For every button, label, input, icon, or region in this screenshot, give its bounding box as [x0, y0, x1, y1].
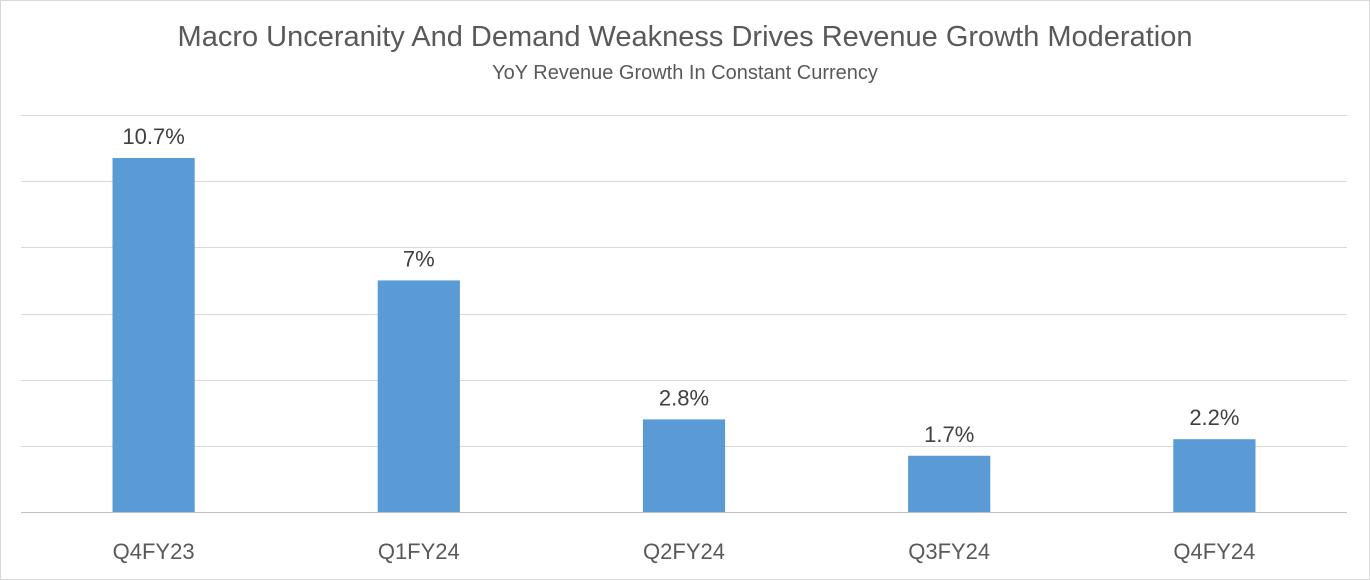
x-axis-ticks: Q4FY23 Q1FY24 Q2FY24 Q3FY24 Q4FY24	[113, 539, 1256, 564]
bar-q4fy24	[1173, 439, 1256, 512]
chart-subtitle: YoY Revenue Growth In Constant Currency	[492, 62, 878, 84]
x-tick-label: Q3FY24	[908, 539, 990, 564]
x-tick-label: Q4FY23	[113, 539, 195, 564]
bar-q3fy24	[908, 455, 991, 512]
chart-title: Macro Unceranity And Demand Weakness Dri…	[177, 21, 1193, 53]
bar-q2fy24	[642, 419, 726, 512]
data-label: 7%	[403, 246, 435, 271]
bar-q1fy24	[377, 280, 460, 512]
bars	[112, 158, 1256, 512]
data-label: 2.8%	[659, 385, 709, 410]
data-label: 2.2%	[1189, 405, 1239, 430]
x-tick-label: Q1FY24	[378, 539, 460, 564]
data-label: 1.7%	[924, 422, 974, 447]
x-tick-label: Q2FY24	[643, 539, 725, 564]
data-label: 10.7%	[122, 124, 184, 149]
data-labels: 10.7% 7% 2.8% 1.7% 2.2%	[122, 124, 1239, 447]
bar-q4fy23	[112, 158, 195, 512]
x-tick-label: Q4FY24	[1173, 539, 1255, 564]
